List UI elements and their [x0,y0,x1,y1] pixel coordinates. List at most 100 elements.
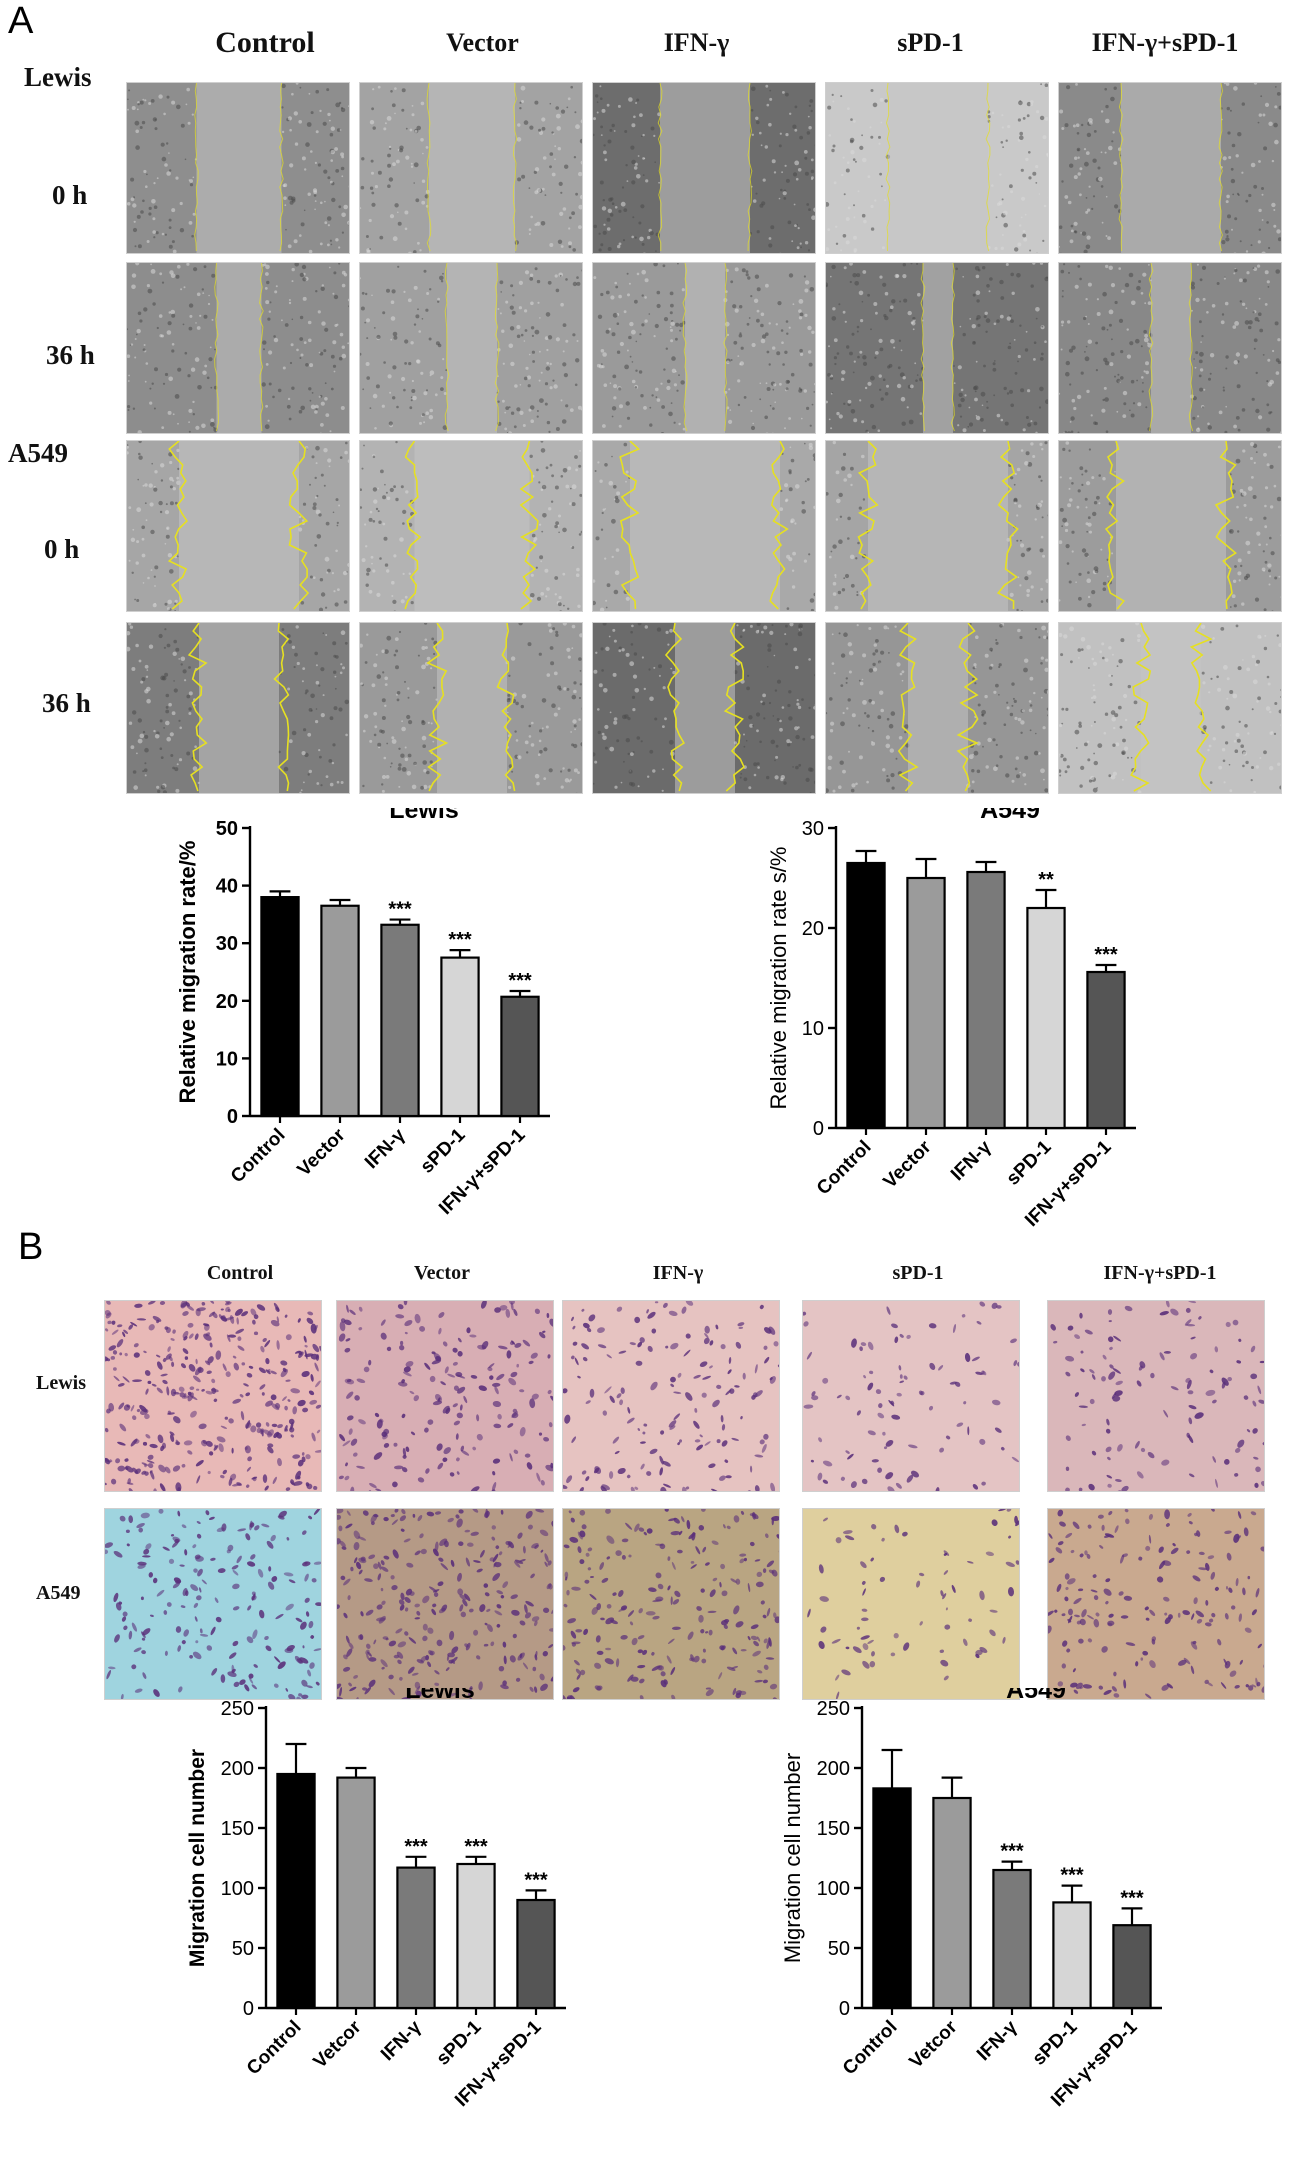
significance-label: *** [404,1836,428,1858]
y-tick-label: 20 [216,991,238,1013]
y-tick-label: 200 [221,1758,254,1780]
scratch-image [126,262,350,434]
transwell-image [104,1508,322,1700]
bar [456,1862,496,2010]
significance-label: *** [464,1836,488,1858]
y-tick-label: 200 [817,1758,850,1780]
panel-b-row-a549: A549 [36,1582,81,1604]
transwell-image [562,1300,780,1492]
scratch-image [1058,440,1282,612]
significance-label: *** [448,929,472,951]
y-tick-label: 50 [232,1938,254,1960]
chart-a549-migration-cell-number: A549 0 50 100 150 200 250 Migration cell number… [780,1688,1162,2111]
panel-a-row-a549-0h: 0 h [44,534,80,564]
panel-a-cellline-lewis: Lewis [24,62,92,92]
bar [992,1868,1032,2010]
significance-label: *** [388,899,412,921]
y-tick-label: 30 [216,933,238,955]
scratch-image [592,262,816,434]
panel-b-col-combo: IFN-γ+sPD-1 [1103,1262,1217,1284]
x-tick-label: sPD-1 [1003,1136,1056,1189]
x-tick-label: sPD-1 [433,2016,486,2069]
bar [872,1787,912,2010]
chart-lewis-migration-cell-number: Lewis 0 50 100 150 200 250 Migration cell numbe… [186,1688,566,2111]
y-tick-label: 250 [221,1698,254,1720]
y-tick-label: 0 [839,1998,850,2020]
panel-a-col-spd1: sPD-1 [897,28,964,57]
y-tick-label: 40 [216,876,238,898]
transwell-image [1047,1508,1265,1700]
chart-title: Lewis [389,808,458,824]
scratch-image [126,440,350,612]
panel-a-row-a549-36h: 36 h [42,688,91,718]
bar [500,995,540,1118]
significance-label: *** [1120,1887,1144,1909]
scratch-image [359,622,583,794]
bar [516,1898,556,2010]
x-tick-label: sPD-1 [417,1124,470,1177]
x-tick-label: Control [243,2017,306,2080]
panel-b-col-ifn: IFN-γ [652,1262,704,1284]
panel-a-col-control: Control [215,26,315,59]
x-tick-label: IFN-γ [377,2016,426,2065]
bar [396,1866,436,2010]
scratch-image [825,262,1049,434]
chart-title: A549 [980,808,1040,824]
y-tick-label: 0 [243,1998,254,2020]
scratch-image [592,622,816,794]
chart-title: A549 [1006,1688,1066,1704]
bar [1112,1924,1152,2010]
y-tick-label: 250 [817,1698,850,1720]
scratch-image [592,82,816,254]
bar [1086,970,1126,1130]
transwell-image [104,1300,322,1492]
bar [336,1776,376,2010]
y-tick-label: 30 [802,818,824,840]
transwell-image [802,1300,1020,1492]
y-tick-label: 0 [227,1106,238,1128]
panel-a-col-combo: IFN-γ+sPD-1 [1091,28,1239,57]
chart-lewis-relative-migration: Lewis 0 10 20 30 40 50 Relative migration rate/… [175,808,550,1219]
y-axis-label: Relative migration rate/% [175,841,200,1104]
scratch-image [825,82,1049,254]
y-tick-label: 50 [216,818,238,840]
x-tick-label: Vetcor [310,2016,366,2072]
x-tick-label: IFN-γ [361,1124,410,1173]
y-tick-label: 100 [817,1878,850,1900]
x-tick-label: sPD-1 [1029,2016,1082,2069]
panel-b-col-spd1: sPD-1 [892,1262,944,1284]
significance-label: *** [1000,1841,1024,1863]
scratch-image [825,622,1049,794]
x-tick-label: Control [839,2017,902,2080]
x-tick-label: Vector [880,1136,936,1192]
significance-label: *** [1094,944,1118,966]
bar [846,861,886,1130]
bar [380,923,420,1118]
panel-a-row-lewis-36h: 36 h [46,340,95,370]
y-tick-label: 150 [817,1818,850,1840]
x-tick-label: Control [227,1125,290,1188]
y-tick-label: 10 [216,1048,238,1070]
panel-a-cellline-a549: A549 [8,438,68,468]
panel-a-col-vector: Vector [446,28,519,57]
chart-a549-relative-migration: A549 0 10 20 30 Relative migration rate s/% Co… [766,808,1136,1228]
bar [932,1796,972,2010]
transwell-image [336,1508,554,1700]
scratch-image [359,262,583,434]
bar [260,896,300,1118]
bar [276,1772,316,2010]
scratch-image [126,82,350,254]
significance-label: *** [1060,1865,1084,1887]
significance-label: ** [1038,869,1054,891]
panel-b-letter: B [18,1226,44,1268]
bar [1026,906,1066,1130]
chart-title: Lewis [405,1688,474,1704]
panel-a-row-lewis-0h: 0 h [52,180,88,210]
transwell-image [336,1300,554,1492]
y-tick-label: 0 [813,1118,824,1140]
scratch-image [359,82,583,254]
panel-b-col-control: Control [206,1262,274,1284]
y-tick-label: 100 [221,1878,254,1900]
scratch-image [1058,622,1282,794]
scratch-image [825,440,1049,612]
